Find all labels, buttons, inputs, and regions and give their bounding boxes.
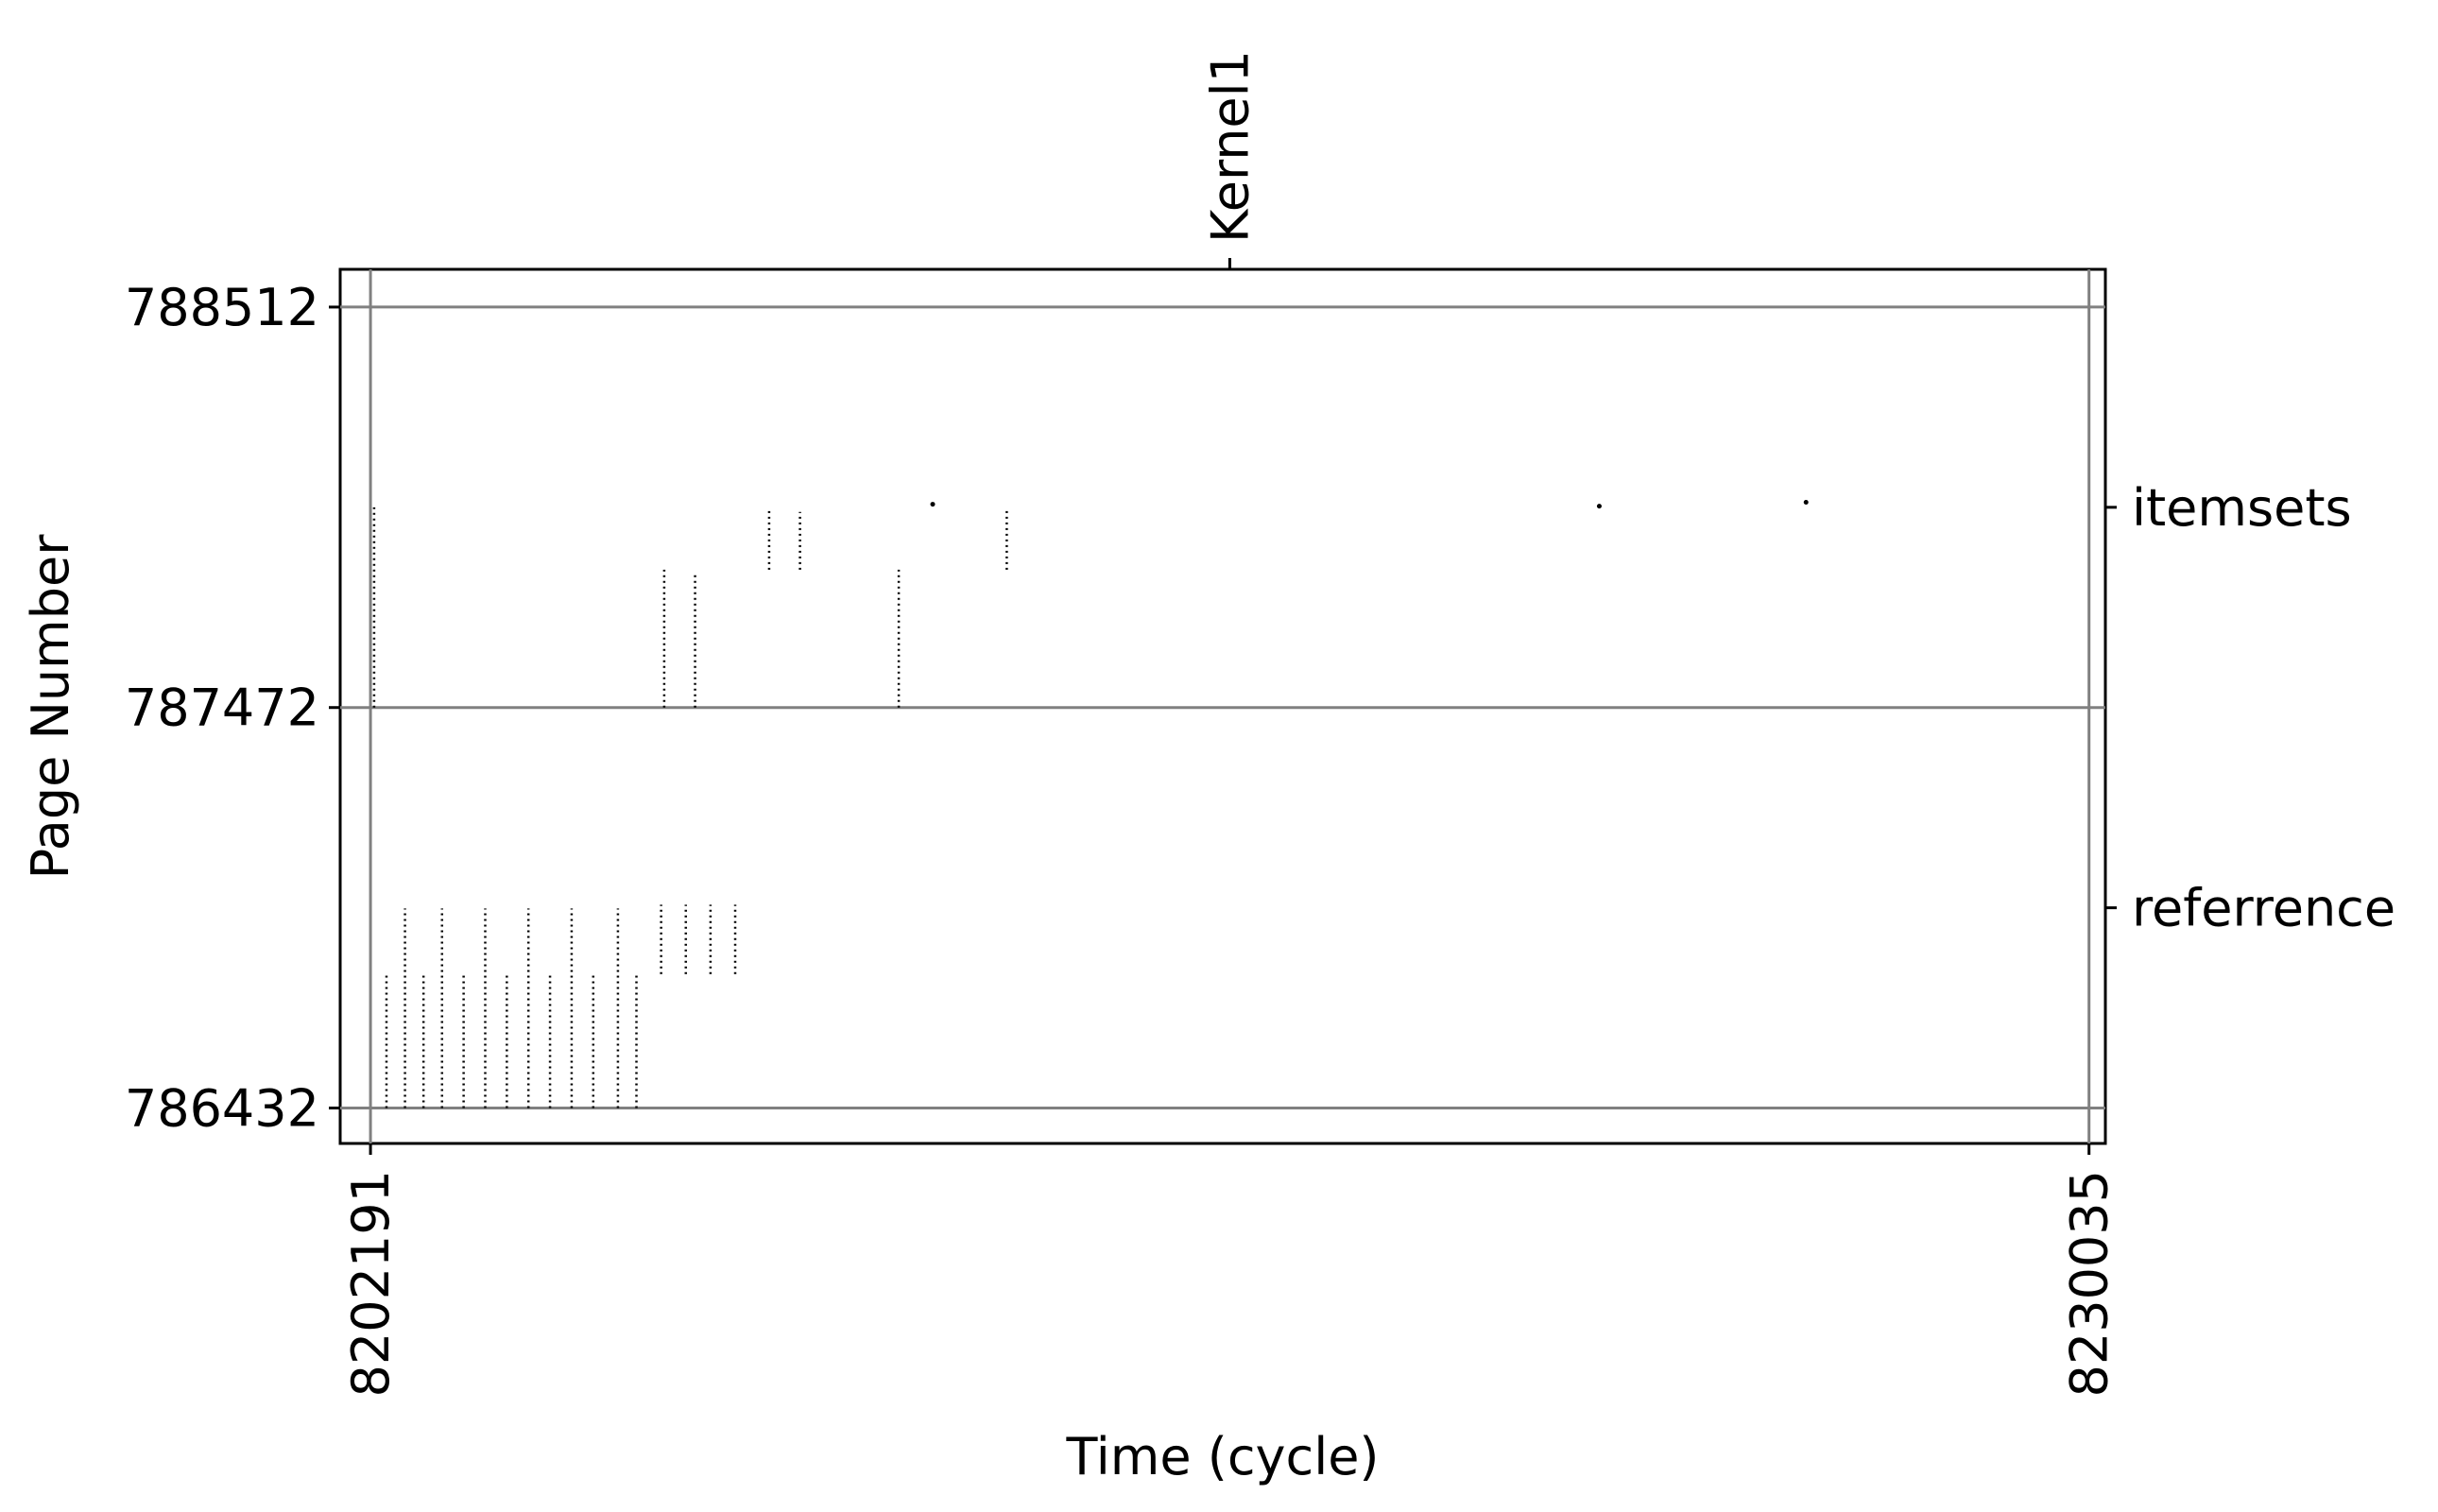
data-points — [372, 500, 1809, 1108]
data-point — [930, 502, 936, 507]
x-tick-label: 8230035 — [2060, 1170, 2120, 1398]
x-tick-label: 8202191 — [341, 1170, 401, 1398]
y-tick-label: 786432 — [125, 1079, 319, 1139]
top-tick-label: Kernel1 — [1200, 50, 1260, 243]
right-tick-label: itemsets — [2132, 478, 2352, 538]
y-tick-label: 787472 — [125, 679, 319, 738]
y-axis-label: Page Number — [21, 534, 80, 880]
data-point — [1596, 504, 1602, 509]
x-axis-label: Time (cycle) — [1065, 1427, 1379, 1486]
grid-lines — [340, 269, 2105, 1143]
axes: 786432 787472 788512 8202191 8230035 Kernel1 i… — [125, 50, 2395, 1398]
y-tick-label: 788512 — [125, 278, 319, 337]
right-tick-label: referrence — [2132, 879, 2395, 938]
data-point — [1803, 500, 1809, 506]
